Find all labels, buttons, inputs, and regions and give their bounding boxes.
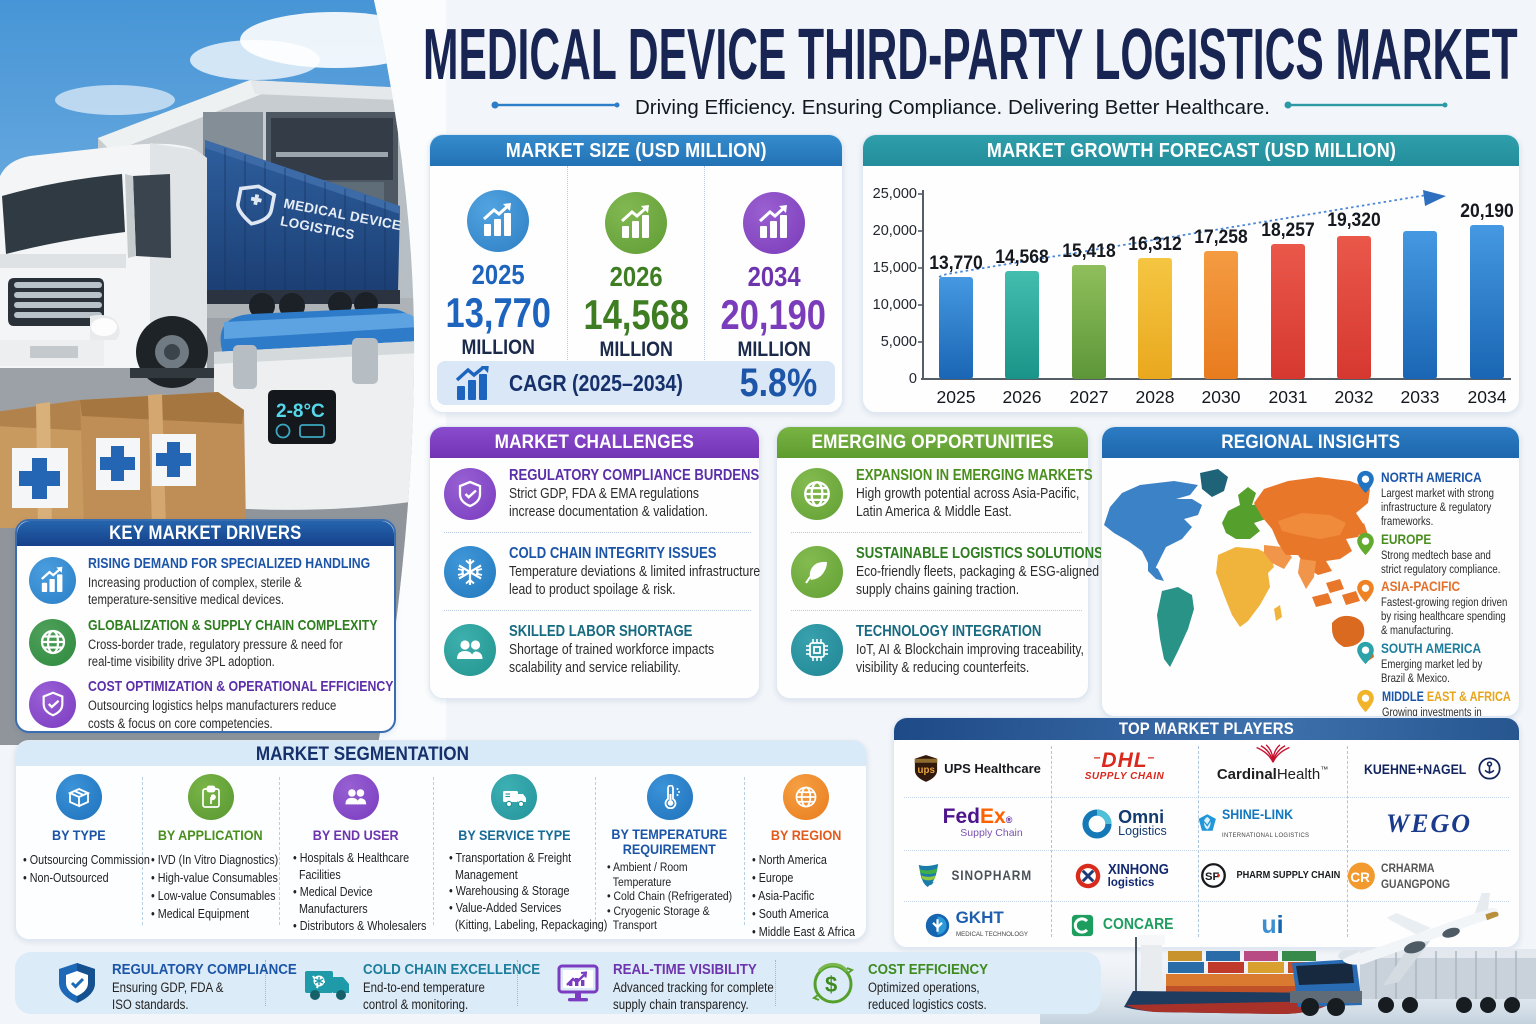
svg-text:5,000: 5,000 [881, 334, 917, 350]
svg-text:20,000: 20,000 [873, 223, 917, 239]
svg-text:2032: 2032 [1335, 387, 1374, 407]
svg-text:2-8°C: 2-8°C [276, 401, 325, 422]
svg-text:18,257: 18,257 [1261, 218, 1314, 240]
svg-text:2030: 2030 [1202, 387, 1241, 407]
svg-text:CR: CR [1350, 869, 1370, 884]
svg-text:2031: 2031 [1269, 387, 1308, 407]
svg-text:0: 0 [909, 371, 917, 387]
svg-text:17,258: 17,258 [1194, 225, 1247, 247]
svg-text:20,190: 20,190 [1460, 199, 1513, 221]
svg-text:13,770: 13,770 [929, 251, 982, 273]
svg-text:2034: 2034 [1468, 387, 1507, 407]
svg-text:15,000: 15,000 [873, 260, 917, 276]
svg-text:2025: 2025 [937, 387, 976, 407]
svg-text:15,418: 15,418 [1062, 239, 1115, 261]
svg-text:2028: 2028 [1136, 387, 1175, 407]
svg-text:SF: SF [1205, 871, 1220, 883]
svg-text:2033: 2033 [1401, 387, 1440, 407]
svg-text:2026: 2026 [1003, 387, 1042, 407]
svg-text:25,000: 25,000 [873, 186, 917, 202]
svg-text:14,568: 14,568 [995, 245, 1048, 267]
svg-text:19,320: 19,320 [1327, 208, 1380, 230]
svg-text:2027: 2027 [1070, 387, 1109, 407]
svg-text:10,000: 10,000 [873, 297, 917, 313]
svg-text:$: $ [825, 972, 837, 997]
svg-text:16,312: 16,312 [1128, 232, 1181, 254]
svg-text:ups: ups [918, 765, 936, 776]
